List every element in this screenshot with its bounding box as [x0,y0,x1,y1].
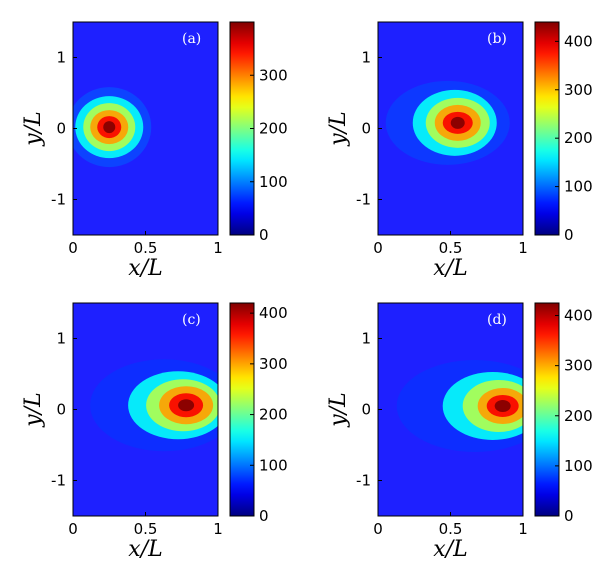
colorbar-tick-label: 200 [259,120,288,138]
colorbar-tick-label: 100 [564,178,593,196]
colorbar: 0 100 200 300 400 [534,21,593,244]
x-axis-label: x/L [128,537,162,562]
x-tick-label: 1 [518,520,528,538]
colorbar-tick-label: 0 [259,507,269,525]
colorbar-tick-label: 200 [564,129,593,147]
colorbar-tick-label: 0 [564,507,574,525]
y-tick-label: 0 [56,401,66,419]
y-axis-label: y/L [21,392,46,427]
heatmap-field [396,359,523,452]
y-tick-label: 1 [56,49,66,67]
heatmap-field [73,87,152,168]
y-tick-label: 0 [361,401,371,419]
x-tick-label: 0.5 [439,239,463,257]
colorbar-tick-label: 100 [259,456,288,474]
x-axis-label: x/L [128,256,162,281]
colorbar-tick-label: 0 [564,226,574,244]
y-tick-label: 1 [361,330,371,348]
y-axis-label: y/L [21,111,46,146]
colorbar: 0 100 200 300 [229,21,288,244]
panel-b: (b) 0 0.5 1 1 0 -1 x/L y/L 0 100 200 300 400 [326,21,593,281]
x-tick-label: 0 [68,520,78,538]
colorbar-gradient [534,21,560,236]
x-axis-label: x/L [433,256,467,281]
colorbar-gradient [534,302,560,517]
colorbar: 0 100 200 300 400 [229,302,288,525]
y-axis-label: y/L [326,392,351,427]
colorbar-tick-label: 400 [564,307,593,325]
colorbar: 0 100 200 300 400 [534,302,593,525]
y-tick-label: 0 [361,120,371,138]
y-tick-label: -1 [51,472,66,490]
colorbar-tick-label: 200 [259,406,288,424]
y-tick-label: -1 [51,191,66,209]
panel-label: (d) [487,312,507,328]
colorbar-tick-label: 300 [259,66,288,84]
y-tick-label: 1 [56,330,66,348]
heatmap-field [385,80,510,165]
colorbar-tick-label: 0 [259,226,269,244]
panel-label: (b) [487,31,507,47]
x-tick-label: 1 [213,520,223,538]
panel-label: (a) [182,31,201,47]
colorbar-tick-label: 400 [564,32,593,50]
y-tick-label: -1 [356,191,371,209]
colorbar-tick-label: 100 [259,173,288,191]
panel-c: (c) 0 0.5 1 1 0 -1 x/L y/L 0 100 200 300 400 [21,302,288,562]
colorbar-tick-label: 300 [564,81,593,99]
colorbar-gradient [229,302,255,517]
y-tick-label: 1 [361,49,371,67]
x-tick-label: 0.5 [439,520,463,538]
x-tick-label: 0.5 [134,520,158,538]
x-tick-label: 1 [213,239,223,257]
x-axis-label: x/L [433,537,467,562]
x-tick-label: 0 [373,520,383,538]
x-tick-label: 0.5 [134,239,158,257]
heatmap-peak [178,399,195,412]
panel-a: (a) 0 0.5 1 1 0 -1 x/L y/L 0 100 200 300 [21,21,288,281]
colorbar-tick-label: 200 [564,407,593,425]
colorbar-tick-label: 400 [259,304,288,322]
heatmap-peak [494,399,511,412]
y-tick-label: 0 [56,120,66,138]
y-tick-label: -1 [356,472,371,490]
colorbar-tick-label: 300 [564,357,593,375]
panel-label: (c) [182,312,201,328]
x-tick-label: 1 [518,239,528,257]
x-tick-label: 0 [373,239,383,257]
x-tick-label: 0 [68,239,78,257]
heatmap-field [90,359,218,452]
y-axis-label: y/L [326,111,351,146]
colorbar-tick-label: 300 [259,355,288,373]
colorbar-tick-label: 100 [564,457,593,475]
heatmap-peak [450,116,465,129]
panel-d: (d) 0 0.5 1 1 0 -1 x/L y/L 0 100 200 300 400 [326,302,593,562]
heatmap-peak [103,121,116,134]
